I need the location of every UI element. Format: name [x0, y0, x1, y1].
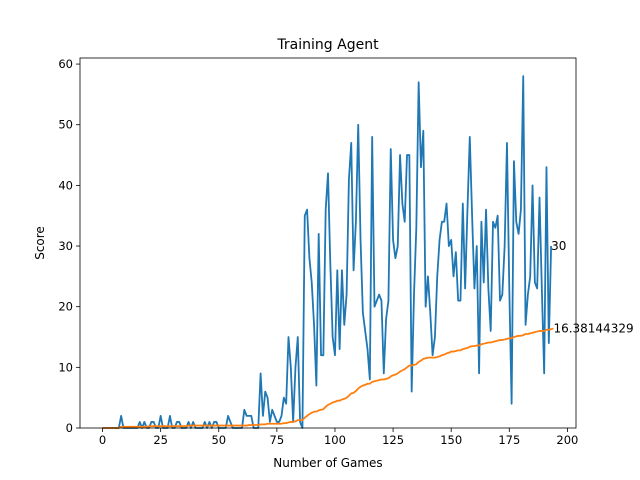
series-1-line [102, 75, 553, 429]
x-tick-label: 50 [211, 433, 226, 447]
end-value-labels: 30 16.38144329 [551, 239, 633, 336]
x-tick-label: 175 [498, 433, 520, 447]
x-tick-label: 125 [382, 433, 404, 447]
y-tick-label: 40 [58, 178, 73, 192]
y-axis-label: Score [33, 226, 47, 260]
series-layer [102, 75, 554, 429]
x-tick-label: 25 [153, 433, 168, 447]
chart-title: Training Agent [276, 37, 379, 53]
y-tick-label: 20 [58, 300, 73, 314]
series-2-end-label: 16.38144329 [553, 322, 633, 336]
x-axis-ticks: 0 25 50 75 100 125 150 175 200 [99, 428, 578, 447]
y-tick-label: 50 [58, 118, 73, 132]
x-tick-label: 0 [99, 433, 106, 447]
x-tick-label: 75 [270, 433, 285, 447]
y-tick-label: 0 [66, 421, 73, 435]
y-tick-label: 10 [58, 360, 73, 374]
x-tick-label: 100 [324, 433, 346, 447]
series-2-line [102, 327, 554, 429]
x-axis-label: Number of Games [273, 456, 382, 470]
series-1-end-label: 30 [551, 239, 566, 253]
y-tick-label: 30 [58, 239, 73, 253]
y-axis-ticks: 0 10 20 30 40 50 60 [58, 57, 80, 435]
x-tick-label: 200 [556, 433, 578, 447]
plot-frame [79, 57, 577, 429]
y-tick-label: 60 [58, 57, 73, 71]
x-tick-label: 150 [440, 433, 462, 447]
